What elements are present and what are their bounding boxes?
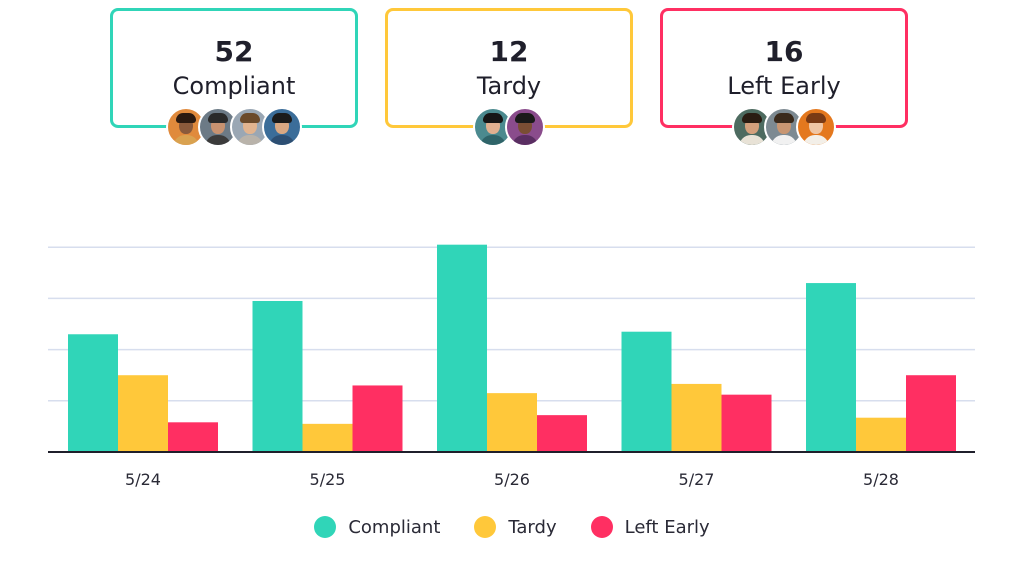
avatar-group [663, 107, 905, 147]
bar-left-early-4 [906, 375, 956, 452]
card-label: Left Early [727, 72, 841, 100]
legend-item: Compliant [314, 516, 440, 538]
bar-tardy-2 [487, 393, 537, 452]
bar-tardy-3 [671, 383, 722, 452]
bar-left-early-1 [352, 385, 403, 452]
summary-card-compliant: 52 Compliant [110, 8, 358, 147]
legend-label: Tardy [508, 516, 557, 538]
chart-legend: Compliant Tardy Left Early [0, 516, 1024, 538]
summary-card-left-early: 16 Left Early [660, 8, 908, 147]
legend-swatch [314, 516, 337, 538]
bar-tardy-1 [302, 423, 353, 452]
x-tick-label: 5/28 [863, 470, 899, 489]
avatar [262, 107, 302, 147]
avatar [198, 107, 238, 147]
legend-item: Left Early [590, 516, 710, 538]
card-count: 52 [214, 35, 254, 68]
bar-tardy-4 [856, 417, 906, 452]
avatar [505, 107, 545, 147]
bar-compliant-4 [806, 283, 856, 452]
avatar [796, 107, 836, 147]
x-tick-label: 5/24 [125, 470, 161, 489]
bar-tardy-0 [118, 375, 168, 452]
bar-compliant-1 [252, 300, 303, 452]
x-tick-label: 5/27 [679, 470, 715, 489]
card-label: Tardy [476, 72, 542, 100]
bar-left-early-2 [537, 415, 587, 452]
avatar [764, 107, 804, 147]
bar-compliant-2 [437, 244, 487, 452]
legend-label: Left Early [624, 516, 710, 538]
x-tick-label: 5/26 [494, 470, 530, 489]
bar-compliant-0 [68, 334, 118, 452]
bar-chart: 5/24 5/25 5/26 5/27 5/28 [48, 244, 975, 489]
bar-compliant-3 [621, 331, 672, 452]
legend-item: Tardy [474, 516, 557, 538]
bar-left-early-0 [168, 422, 218, 452]
summary-card-tardy: 12 Tardy [385, 8, 633, 147]
avatar-group [113, 107, 355, 147]
legend-swatch [590, 516, 613, 538]
avatar-group [388, 107, 630, 147]
card-count: 12 [489, 35, 529, 68]
legend-swatch [474, 516, 497, 538]
avatar [473, 107, 513, 147]
card-label: Compliant [172, 72, 296, 100]
bar-left-early-3 [721, 394, 772, 452]
legend-label: Compliant [348, 516, 441, 538]
x-tick-label: 5/25 [310, 470, 346, 489]
card-count: 16 [764, 35, 804, 68]
